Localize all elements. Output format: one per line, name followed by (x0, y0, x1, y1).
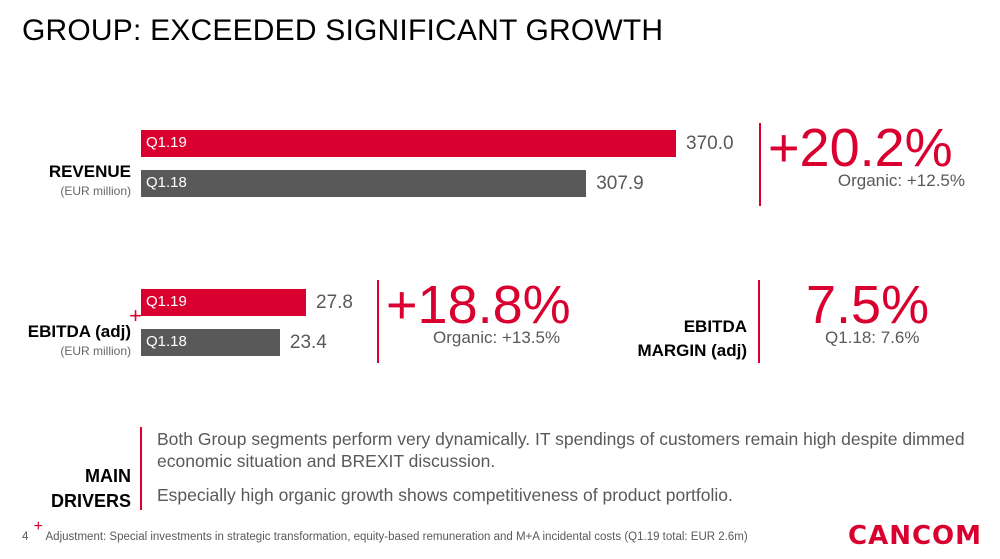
revenue-growth: +20.2% (768, 118, 953, 178)
bar-category-label: Q1.18 (146, 333, 187, 350)
footnote-marker: + (129, 303, 142, 328)
bar-category-label: Q1.19 (146, 134, 187, 151)
margin-label-line1: EBITDA (683, 317, 747, 336)
margin-divider (758, 280, 760, 363)
drivers-label-line2: DRIVERS (50, 491, 131, 511)
footer: 4 + Adjustment: Special investments in s… (22, 518, 748, 545)
bar-value-label: 307.9 (596, 173, 644, 194)
drivers-label-line1: MAIN (85, 466, 131, 486)
bar-category-label: Q1.19 (146, 293, 187, 310)
bar-category-label: Q1.18 (146, 174, 187, 191)
page-title: GROUP: EXCEEDED SIGNIFICANT GROWTH (22, 14, 664, 47)
bar-value-label: 370.0 (686, 133, 734, 154)
margin-prior: Q1.18: 7.6% (825, 328, 920, 347)
footnote-marker: + (33, 518, 43, 535)
driver-item: Both Group segments perform very dynamic… (157, 429, 965, 471)
ebitda-label-text: EBITDA (adj) (27, 322, 131, 341)
bar-q1-19: Q1.19 (141, 130, 676, 157)
ebitda-unit: (EUR million) (60, 344, 131, 358)
bar-q1-19: Q1.19 (141, 289, 306, 316)
bar-q1-18: Q1.18 (141, 329, 280, 356)
revenue-divider (759, 123, 761, 206)
page-number: 4 (22, 531, 29, 543)
ebitda-organic: Organic: +13.5% (433, 328, 561, 347)
drivers-label: MAIN DRIVERS (51, 464, 131, 514)
margin-label: EBITDA MARGIN (adj) (637, 315, 747, 363)
revenue-label: REVENUE (48, 162, 131, 181)
ebitda-growth: +18.8% (386, 275, 571, 335)
footnote-text: Adjustment: Special investments in strat… (45, 531, 748, 543)
margin-value: 7.5% (806, 275, 930, 335)
ebitda-label: EBITDA (adj) + (27, 305, 142, 342)
cancom-logo: CANCOM (848, 521, 983, 551)
revenue-organic: Organic: +12.5% (837, 171, 965, 190)
revenue-unit: (EUR million) (60, 184, 131, 198)
driver-item: Especially high organic growth shows com… (157, 485, 733, 505)
drivers-divider (140, 427, 142, 510)
bar-q1-18: Q1.18 (141, 170, 587, 197)
ebitda-divider (377, 280, 379, 363)
bar-value-label: 27.8 (316, 292, 353, 313)
bar-value-label: 23.4 (289, 332, 327, 353)
margin-label-line2: MARGIN (adj) (637, 341, 747, 360)
